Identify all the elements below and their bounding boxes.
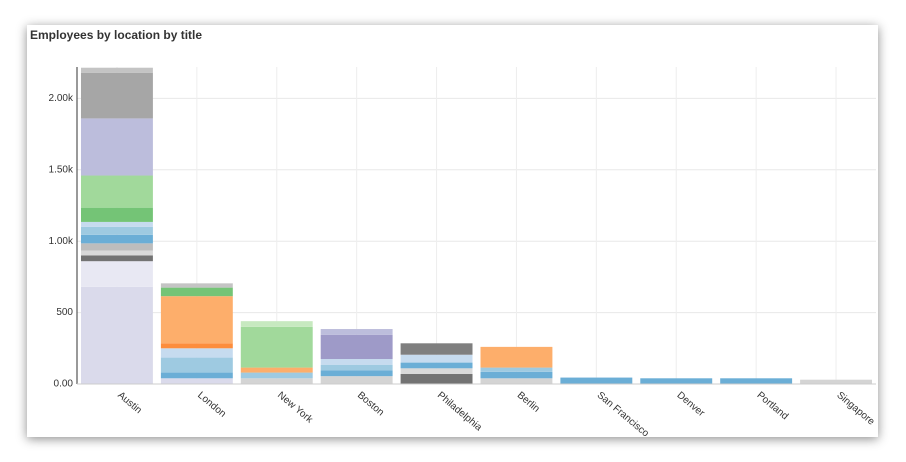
y-tick-label: 1.00k	[49, 236, 74, 247]
x-tick-label: Boston	[355, 390, 386, 418]
bar-segment	[80, 261, 153, 287]
bar-segment	[160, 283, 233, 288]
bar-segment	[480, 346, 553, 368]
x-tick-label: Denver	[675, 390, 707, 420]
bar-segment	[160, 296, 233, 344]
x-tick-label: Portland	[755, 390, 791, 422]
bar-segment	[80, 72, 153, 119]
bar-segment	[80, 255, 153, 262]
bar-segment	[80, 243, 153, 251]
bar-segment	[320, 376, 393, 384]
bar-segment	[480, 378, 553, 384]
bar-segment	[480, 367, 553, 372]
y-tick-label: 2.00k	[49, 93, 74, 104]
bar-segment	[160, 378, 233, 384]
bar-segment	[80, 226, 153, 235]
bar-segment	[640, 378, 713, 384]
bar-segment	[160, 287, 233, 297]
x-tick-label: Austin	[115, 390, 143, 416]
bar-segment	[240, 321, 313, 327]
bar-segment	[560, 377, 633, 384]
y-tick-label: 0.00	[54, 379, 74, 390]
bar-segment	[240, 326, 313, 368]
bar-segment	[160, 357, 233, 373]
bar-segment	[240, 367, 313, 373]
bar-segment	[320, 329, 393, 335]
x-tick-label: Berlin	[515, 390, 542, 415]
bar-segment	[320, 334, 393, 360]
bar-segment	[160, 343, 233, 349]
bar-segment	[400, 343, 473, 355]
bar-segment	[80, 234, 153, 244]
bar-segment	[400, 354, 473, 363]
bar-segment	[80, 250, 153, 256]
bar-segment	[720, 378, 793, 384]
x-tick-label: New York	[275, 390, 315, 426]
x-tick-label: San Francisco	[595, 390, 651, 440]
bar-segment	[80, 286, 153, 384]
bar-segment	[240, 372, 313, 379]
bar-segment	[400, 362, 473, 369]
bar-segment	[320, 370, 393, 377]
chart-title: Employees by location by title	[30, 28, 202, 42]
bar-segment	[80, 175, 153, 208]
bar-segment	[400, 374, 473, 384]
y-tick-label: 500	[56, 307, 73, 318]
x-tick-label: Philadelphia	[435, 390, 484, 434]
bar-segment	[160, 372, 233, 379]
y-tick-label: 1.50k	[49, 164, 74, 175]
bar-segment	[80, 207, 153, 222]
bar-segment	[320, 359, 393, 365]
bar-segment	[80, 221, 153, 227]
bar-segment	[480, 371, 553, 379]
bar-segment	[240, 378, 313, 384]
bar-segment	[160, 348, 233, 358]
x-tick-label: London	[195, 390, 228, 420]
bar-segment	[80, 118, 153, 176]
bar-segment	[800, 379, 873, 384]
bar-segment	[80, 67, 153, 73]
bar-segment	[400, 368, 473, 375]
bar-segment	[320, 364, 393, 371]
x-tick-label: Singapore	[834, 390, 876, 428]
